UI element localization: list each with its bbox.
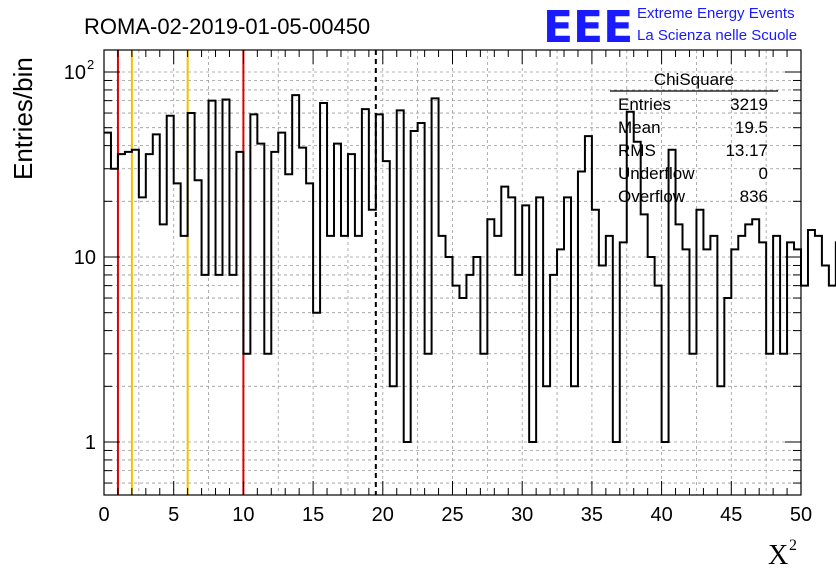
y-axis-title: Entries/bin — [8, 57, 38, 180]
x-tick-label: 15 — [302, 504, 324, 526]
stats-entries-label: Entries — [618, 95, 671, 114]
x-tick-label: 50 — [790, 504, 812, 526]
stats-name: ChiSquare — [654, 70, 734, 89]
y-tick-label: 10 — [64, 62, 86, 84]
stats-rms-label: RMS — [618, 141, 656, 160]
x-tick-label: 30 — [511, 504, 533, 526]
stats-mean-label: Mean — [618, 118, 661, 137]
brand: EEE Extreme Energy Events La Scienza nel… — [543, 2, 797, 53]
y-tick-label: 1 — [85, 432, 96, 454]
brand-line-2: La Scienza nelle Scuole — [637, 27, 797, 44]
stats-overflow-value: 836 — [740, 187, 768, 206]
x-tick-label: 40 — [650, 504, 672, 526]
reference-lines — [116, 50, 377, 495]
y-tick-label: 10 — [74, 247, 96, 269]
eee-logo: EEE — [543, 2, 633, 53]
stats-entries-value: 3219 — [730, 95, 768, 114]
histogram-outline — [104, 94, 836, 443]
x-axis-title-exponent: 2 — [789, 537, 797, 554]
x-axis-title: X — [768, 540, 788, 571]
title: ROMA-02-2019-01-05-00450 — [84, 14, 370, 39]
stats-box: ChiSquare Entries 3219 Mean 19.5 RMS 13.… — [610, 70, 778, 206]
y-tick-label-exponent: 2 — [87, 57, 94, 72]
x-tick-label: 45 — [720, 504, 742, 526]
x-tick-label: 20 — [372, 504, 394, 526]
y-axis-label: Entries/bin — [8, 57, 38, 180]
x-tick-label: 25 — [441, 504, 463, 526]
x-axis-label: X 2 — [768, 537, 797, 571]
x-tick-label: 35 — [581, 504, 603, 526]
stats-rms-value: 13.17 — [725, 141, 768, 160]
x-tick-label: 5 — [168, 504, 179, 526]
x-tick-label: 10 — [232, 504, 254, 526]
brand-line-1: Extreme Energy Events — [637, 5, 795, 22]
stats-underflow-value: 0 — [759, 164, 768, 183]
stats-underflow-label: Underflow — [618, 164, 695, 183]
histogram — [104, 94, 836, 443]
chart-title: ROMA-02-2019-01-05-00450 — [84, 14, 370, 39]
x-tick-label: 0 — [98, 504, 109, 526]
stats-mean-value: 19.5 — [735, 118, 768, 137]
stats-overflow-label: Overflow — [618, 187, 686, 206]
